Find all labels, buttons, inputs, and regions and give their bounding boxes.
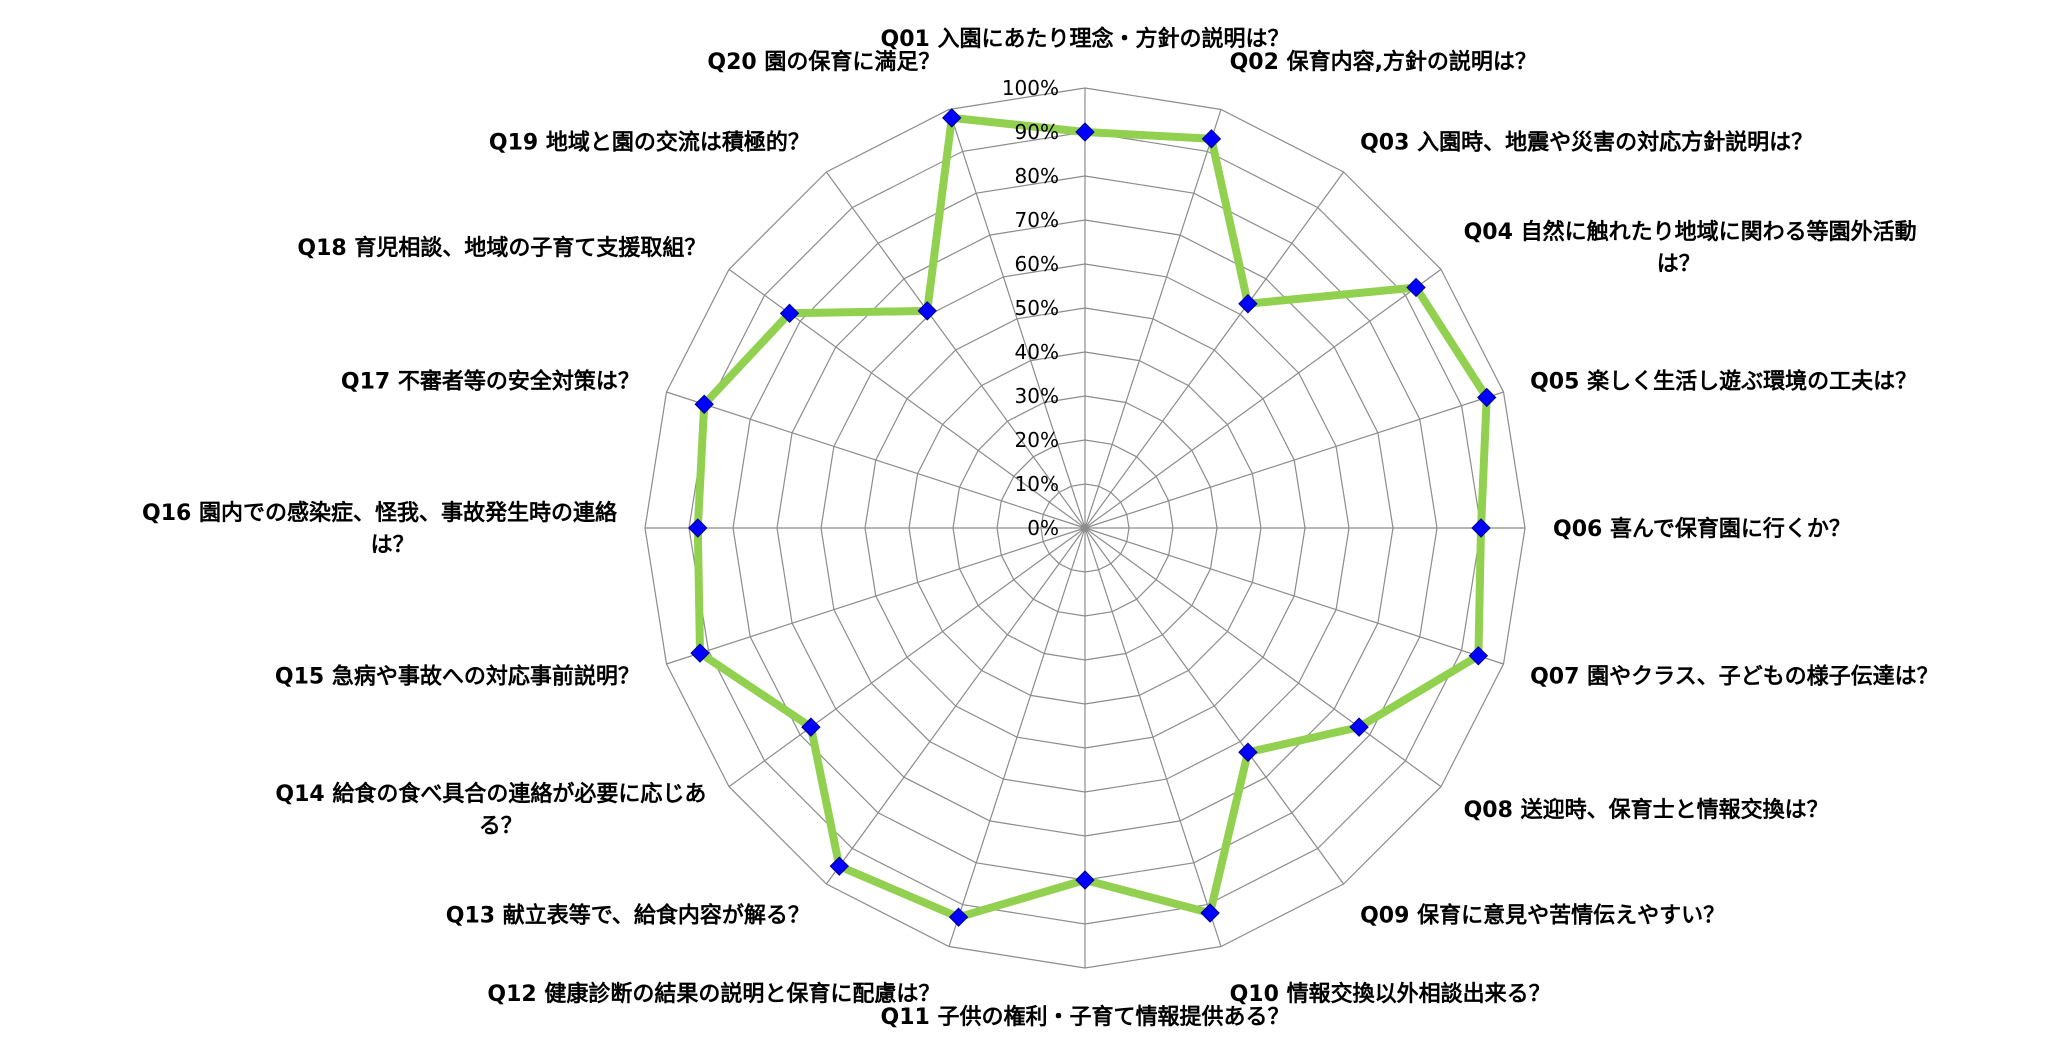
category-label-line: Q02 保育内容,方針の説明は？ bbox=[1230, 49, 1537, 75]
category-label-q07: Q07 園やクラス、子どもの様子伝達は？ bbox=[1530, 664, 1939, 690]
category-label-q03: Q03 入園時、地震や災害の対応方針説明は？ bbox=[1360, 129, 1813, 155]
category-label-line: Q01 入園にあたり理念・方針の説明は？ bbox=[881, 26, 1290, 52]
data-point-q07 bbox=[1468, 646, 1489, 666]
radial-tick-label: 20% bbox=[1015, 428, 1059, 452]
data-point-q11 bbox=[1075, 870, 1095, 890]
radial-tick-label: 80% bbox=[1015, 164, 1059, 188]
data-point-q14 bbox=[801, 717, 821, 737]
category-label-line: Q13 献立表等で、給食内容が解る？ bbox=[446, 903, 810, 929]
category-label-q17: Q17 不審者等の安全対策は？ bbox=[341, 368, 640, 394]
category-label-line: る？ bbox=[479, 814, 523, 839]
category-label-q05: Q05 楽しく生活し遊ぶ環境の工夫は？ bbox=[1530, 368, 1917, 394]
category-label-q10: Q10 情報交換以外相談出来る？ bbox=[1230, 981, 1551, 1007]
data-point-q09 bbox=[1238, 742, 1258, 762]
category-label-q08: Q08 送迎時、保育士と情報交換は？ bbox=[1464, 797, 1829, 823]
category-label-line: Q06 喜んで保育園に行くか？ bbox=[1553, 516, 1851, 542]
radial-tick-label: 50% bbox=[1015, 296, 1059, 320]
radial-tick-label: 40% bbox=[1015, 340, 1059, 364]
radial-tick-label: 90% bbox=[1015, 120, 1059, 144]
category-label-line: Q09 保育に意見や苦情伝えやすい？ bbox=[1360, 903, 1725, 929]
category-label-line: Q14 給食の食べ具合の連絡が必要に応じあ bbox=[275, 781, 706, 807]
data-point-q10 bbox=[1200, 903, 1220, 923]
category-label-line: Q19 地域と園の交流は積極的？ bbox=[489, 129, 810, 155]
category-label-q12: Q12 健康診断の結果の説明と保育に配慮は？ bbox=[487, 981, 940, 1007]
grid-spoke bbox=[1084, 391, 1504, 529]
data-point-q02 bbox=[1201, 129, 1222, 149]
radial-tick-label: 100% bbox=[1002, 76, 1059, 100]
radar-series bbox=[688, 108, 1497, 927]
grid-spoke bbox=[666, 527, 1086, 665]
grid-spoke bbox=[1084, 527, 1504, 665]
data-point-q01 bbox=[1075, 122, 1095, 142]
category-label-line: Q18 育児相談、地域の子育て支援取組？ bbox=[297, 235, 706, 261]
category-label-q09: Q09 保育に意見や苦情伝えやすい？ bbox=[1360, 903, 1725, 929]
data-point-q16 bbox=[688, 518, 708, 538]
category-label-line: Q10 情報交換以外相談出来る？ bbox=[1230, 981, 1551, 1007]
category-label-q11: Q11 子供の権利・子育て情報提供ある？ bbox=[881, 1004, 1290, 1030]
category-label-line: Q08 送迎時、保育士と情報交換は？ bbox=[1464, 797, 1829, 823]
category-label-line: は？ bbox=[371, 533, 415, 558]
data-point-q19 bbox=[917, 301, 937, 321]
radial-tick-label: 70% bbox=[1015, 208, 1059, 232]
category-label-line: Q15 急病や事故への対応事前説明？ bbox=[275, 664, 640, 690]
data-point-q06 bbox=[1471, 518, 1491, 538]
grid-spoke bbox=[1084, 527, 1442, 788]
category-label-line: Q20 園の保育に満足？ bbox=[707, 49, 940, 75]
category-label-line: Q12 健康診断の結果の説明と保育に配慮は？ bbox=[487, 981, 940, 1007]
data-point-q18 bbox=[779, 303, 800, 324]
data-point-q17 bbox=[694, 394, 714, 414]
category-label-line: Q11 子供の権利・子育て情報提供ある？ bbox=[881, 1004, 1290, 1030]
category-label-q16: Q16 園内での感染症、怪我、事故発生時の連絡は？ bbox=[142, 500, 618, 558]
grid-spoke bbox=[1084, 109, 1222, 529]
grid-spoke bbox=[1084, 527, 1222, 947]
radial-tick-label: 60% bbox=[1015, 252, 1059, 276]
category-label-line: Q07 園やクラス、子どもの様子伝達は？ bbox=[1530, 664, 1939, 690]
category-label-line: Q16 園内での感染症、怪我、事故発生時の連絡 bbox=[142, 500, 618, 526]
category-label-q14: Q14 給食の食べ具合の連絡が必要に応じある？ bbox=[275, 781, 706, 839]
data-point-q15 bbox=[690, 643, 710, 663]
grid-spoke bbox=[948, 109, 1086, 529]
data-point-q20 bbox=[942, 108, 962, 128]
grid-spoke bbox=[825, 527, 1086, 885]
data-point-q12 bbox=[948, 907, 969, 927]
category-label-q20: Q20 園の保育に満足？ bbox=[707, 49, 940, 75]
grid-spoke bbox=[825, 171, 1086, 529]
category-labels: Q01 入園にあたり理念・方針の説明は？Q02 保育内容,方針の説明は？ Q03 … bbox=[142, 26, 1939, 1030]
data-point-q04 bbox=[1406, 277, 1426, 298]
data-point-q08 bbox=[1349, 717, 1369, 737]
category-label-q15: Q15 急病や事故への対応事前説明？ bbox=[275, 664, 640, 690]
category-label-line: Q17 不審者等の安全対策は？ bbox=[341, 368, 640, 394]
category-label-q06: Q06 喜んで保育園に行くか？ bbox=[1553, 516, 1851, 542]
grid-spoke bbox=[948, 527, 1086, 947]
grid-spoke bbox=[1084, 268, 1442, 529]
category-label-line: Q05 楽しく生活し遊ぶ環境の工夫は？ bbox=[1530, 368, 1917, 394]
category-label-q04: Q04 自然に触れたり地域に関わる等園外活動は？ bbox=[1464, 219, 1917, 277]
radial-tick-label: 30% bbox=[1015, 384, 1059, 408]
grid-spoke bbox=[728, 527, 1086, 788]
grid-spoke bbox=[666, 391, 1086, 529]
radial-tick-labels: 0% 10% 20% 30% 40% 50% 60% 70% 80% 90% 100% bbox=[1002, 76, 1059, 540]
category-label-line: Q03 入園時、地震や災害の対応方針説明は？ bbox=[1360, 129, 1813, 155]
radar-grid bbox=[644, 87, 1526, 969]
category-label-q01: Q01 入園にあたり理念・方針の説明は？ bbox=[881, 26, 1290, 52]
category-label-q19: Q19 地域と園の交流は積極的？ bbox=[489, 129, 810, 155]
grid-spoke bbox=[1084, 527, 1345, 885]
category-label-line: は？ bbox=[1657, 252, 1701, 277]
data-point-q13 bbox=[829, 856, 850, 876]
radial-tick-label: 0% bbox=[1027, 516, 1059, 540]
grid-spoke bbox=[1084, 171, 1345, 529]
radial-tick-label: 10% bbox=[1015, 472, 1059, 496]
category-label-q13: Q13 献立表等で、給食内容が解る？ bbox=[446, 903, 810, 929]
category-label-q18: Q18 育児相談、地域の子育て支援取組？ bbox=[297, 235, 706, 261]
data-point-q03 bbox=[1238, 294, 1258, 314]
category-label-q02: Q02 保育内容,方針の説明は？ bbox=[1230, 49, 1537, 75]
category-label-line: Q04 自然に触れたり地域に関わる等園外活動 bbox=[1464, 219, 1917, 245]
data-point-q05 bbox=[1477, 387, 1497, 408]
